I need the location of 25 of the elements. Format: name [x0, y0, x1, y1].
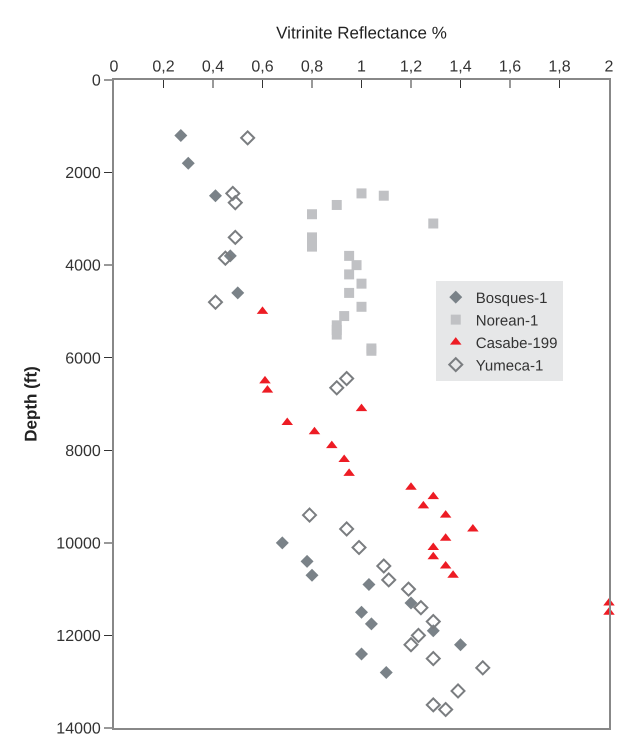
x-tick-label: 1,6 — [498, 58, 522, 76]
legend-label: Bosques-1 — [476, 290, 548, 307]
x-tick-label: 1,2 — [400, 58, 422, 76]
x-tick-label: 1,8 — [548, 58, 571, 76]
x-tick-label: 0,6 — [251, 58, 274, 76]
x-tick-label: 2 — [604, 58, 614, 76]
y-axis-title: Depth (ft) — [21, 366, 40, 442]
y-tick-label: 10000 — [56, 535, 101, 552]
legend-label: Casabe-199 — [476, 334, 558, 352]
x-tick-label: 0 — [110, 58, 119, 76]
y-tick-label: 12000 — [56, 628, 101, 646]
y-tick-label: 4000 — [65, 258, 101, 275]
y-tick-label: 14000 — [56, 720, 101, 738]
x-tick-label: 1 — [357, 58, 366, 76]
y-tick-label: 0 — [92, 72, 101, 90]
x-tick-label: 0,2 — [152, 58, 175, 76]
x-tick-label: 1,4 — [449, 58, 472, 76]
legend-label: Norean-1 — [476, 312, 538, 330]
legend-label: Yumeca-1 — [476, 357, 544, 374]
y-tick-label: 8000 — [65, 442, 101, 460]
x-tick-label: 0,8 — [300, 58, 324, 76]
x-tick-label: 0,4 — [202, 58, 224, 76]
x-axis-title: Vitrinite Reflectance % — [276, 24, 447, 43]
y-tick-label: 2000 — [65, 165, 101, 182]
y-tick-label: 6000 — [65, 350, 101, 368]
